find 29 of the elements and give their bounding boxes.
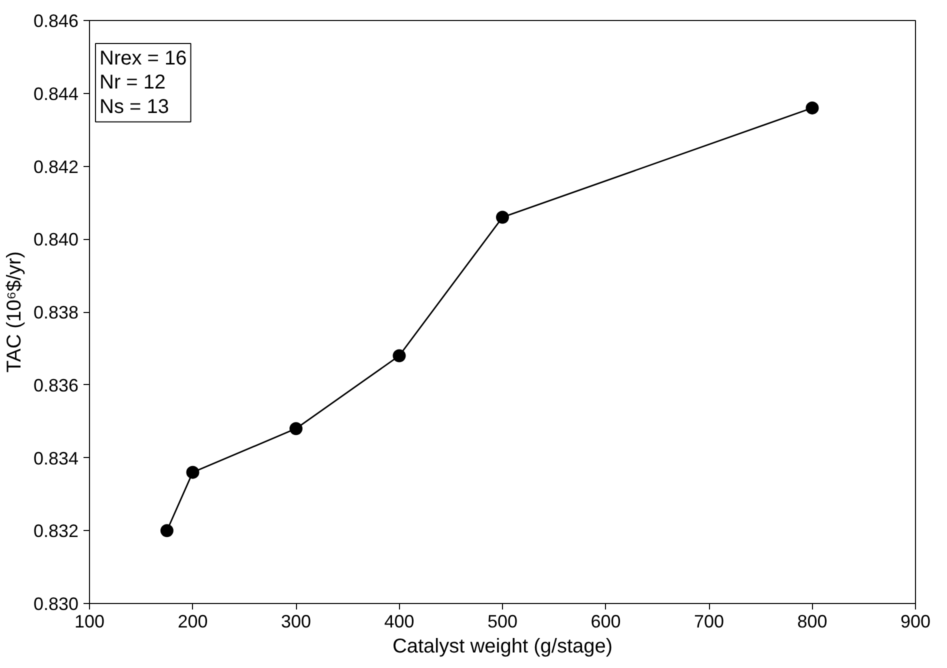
point [806,101,819,114]
point [290,422,302,436]
x-tick-label: 700 [694,612,724,632]
x-tick-label: 400 [384,612,414,632]
point [392,349,406,362]
y-tick-label: 0.834 [33,448,79,468]
y-tick-label: 0.836 [33,375,79,396]
y-tick-label: 0.832 [33,521,79,542]
x-tick-label: 100 [74,612,105,632]
y-tick-label: 0.838 [33,302,79,322]
y-tick-label: 0.840 [33,230,79,250]
y-tick-label: 0.846 [33,11,79,31]
annotation: Nrex = 16 [100,48,187,70]
x-tick-label: 200 [178,612,208,632]
x-tick-label: 300 [280,612,312,632]
y-tick-label: 0.842 [33,156,79,177]
x-axis-title: Catalyst weight (g/stage) [392,636,613,658]
x-tick-label: 600 [590,612,621,632]
y-tick-label: 0.844 [33,84,79,104]
point [186,466,200,479]
point [496,210,509,224]
annotation: Nr = 12 [100,72,166,94]
y-axis-title: TAC (10⁶$/yr) [3,251,26,373]
x-tick-label: 900 [900,612,931,632]
y-tick-label: 0.830 [33,594,79,614]
x-tick-label: 500 [487,612,518,632]
x-tick-label: 800 [797,612,828,632]
annotation: Ns = 13 [100,96,169,118]
point [160,524,174,538]
